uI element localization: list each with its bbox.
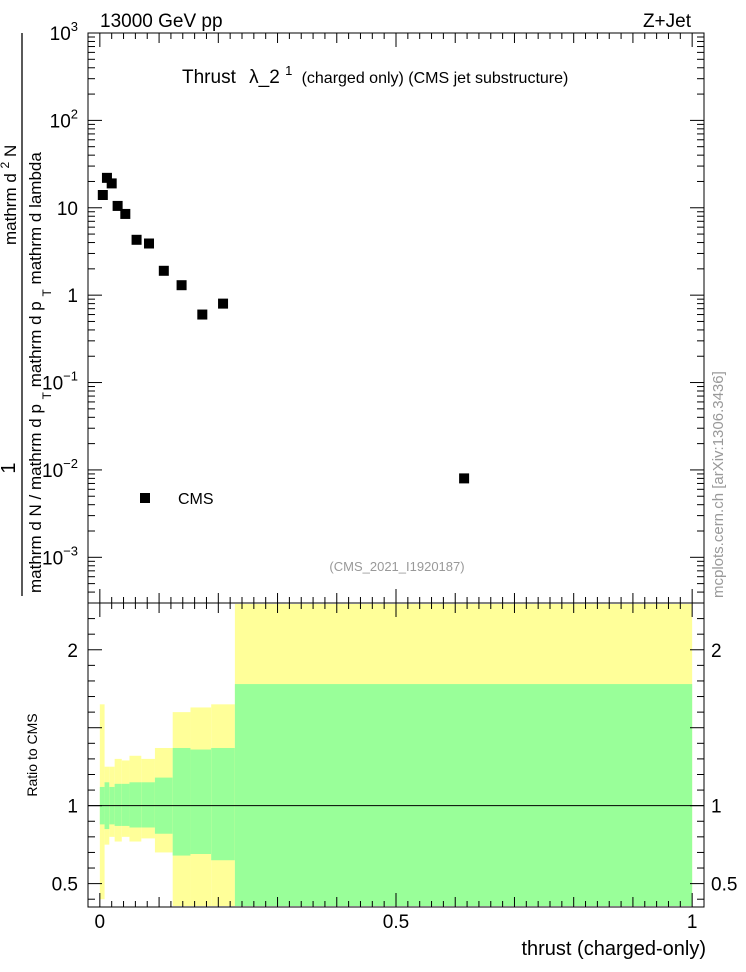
y-label-denominator-a: mathrm d N / mathrm d p T mathrm d p T m… <box>26 152 55 593</box>
ratio-y-tick-label-right: 0.5 <box>711 875 737 896</box>
data-point <box>97 190 108 201</box>
main-y-axis-label: 1 mathrm d N / mathrm d p T mathrm d p T… <box>0 33 55 596</box>
main-panel: 10−3 10−2 10−1 1 10 102 103 Thrust λ_2 1 (char… <box>42 19 705 604</box>
main-y-tick-labels: 10−3 10−2 10−1 1 10 102 103 <box>42 19 78 569</box>
ratio-y-tick-label: 1 <box>67 797 78 818</box>
chart-title-main: Thrust <box>182 67 237 88</box>
data-point <box>112 200 123 211</box>
chart-title-lambda: λ_2 <box>249 67 280 88</box>
chart-title-rest: (charged only) (CMS jet substructure) <box>302 70 569 87</box>
process-label: Z+Jet <box>643 11 692 32</box>
data-point <box>218 298 229 309</box>
main-y-ticks <box>88 32 704 604</box>
ratio-band-inner <box>172 747 191 856</box>
main-plot-frame <box>87 32 705 604</box>
data-points <box>97 172 470 484</box>
ratio-band-inner <box>190 749 212 854</box>
data-point <box>101 172 112 183</box>
ratio-y-tick-label: 0.5 <box>52 875 78 896</box>
analysis-id: (CMS_2021_I1920187) <box>329 559 464 574</box>
data-point <box>176 280 187 291</box>
main-y-tick-label: 1 <box>67 286 78 307</box>
main-y-tick-label: 10−2 <box>42 456 78 482</box>
energy-label: 13000 GeV pp <box>100 11 223 32</box>
ratio-band-inner <box>211 747 235 861</box>
ratio-y-tick-label-right: 2 <box>711 641 722 662</box>
main-y-tick-label: 10−3 <box>42 543 78 569</box>
main-y-tick-label: 102 <box>50 106 78 132</box>
ratio-y-tick-label-right: 1 <box>711 797 722 818</box>
legend-marker <box>140 493 150 503</box>
x-tick-label: 1 <box>687 912 698 933</box>
data-point <box>120 208 131 219</box>
data-point <box>144 238 155 249</box>
ratio-bands <box>99 604 693 906</box>
data-point <box>459 473 470 484</box>
chart-title: Thrust λ_2 1 (charged only) (CMS jet sub… <box>182 59 568 88</box>
x-tick-label: 0 <box>95 912 106 933</box>
y-label-numerator: 1 <box>0 462 20 473</box>
ratio-y-tick-label: 2 <box>67 641 78 662</box>
ratio-band-inner <box>121 783 130 826</box>
y-label-numerator-derivative: mathrm d 2 N <box>0 145 20 245</box>
data-point <box>106 178 117 189</box>
ratio-band-inner <box>129 782 142 828</box>
x-axis-label: thrust (charged-only) <box>521 938 706 960</box>
ratio-panel: 0.5 0.51 12 2 0 0.5 1 Ratio to CMS thrust (ch… <box>24 602 738 960</box>
watermark: mcplots.cern.ch [arXiv:1306.3436] <box>710 371 727 598</box>
ratio-x-ticks <box>99 603 693 907</box>
chart-title-sup: 1 <box>285 63 292 78</box>
main-y-tick-label: 10−1 <box>42 369 78 395</box>
ratio-y-ticks <box>88 602 704 900</box>
data-point <box>131 234 142 245</box>
main-x-ticks <box>99 33 693 603</box>
ratio-band-inner <box>141 782 155 828</box>
legend-label: CMS <box>178 491 214 508</box>
data-point <box>197 309 208 320</box>
ratio-y-tick-labels: 0.5 0.5 1 1 2 2 <box>52 641 738 896</box>
main-y-tick-label: 103 <box>50 19 78 45</box>
main-y-tick-label: 10 <box>57 199 78 220</box>
ratio-y-axis-label: Ratio to CMS <box>24 713 40 796</box>
x-tick-label: 0.5 <box>383 912 409 933</box>
data-point <box>158 265 169 276</box>
ratio-band-inner <box>114 783 122 826</box>
ratio-band-inner <box>234 684 693 906</box>
ratio-x-tick-labels: 0 0.5 1 <box>95 912 698 933</box>
